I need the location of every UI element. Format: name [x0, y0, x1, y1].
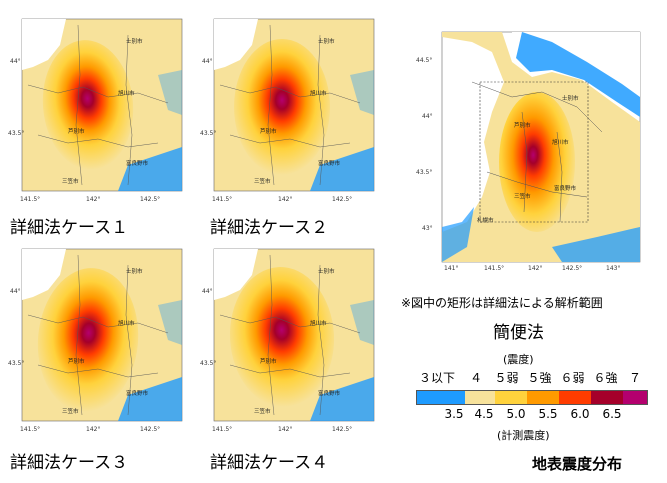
tick-lon-141: 141° [444, 265, 458, 272]
city-label: 旭川市 [552, 138, 569, 146]
colorbar-swatch [591, 391, 623, 404]
city-label: 旭川市 [310, 89, 327, 97]
city-label: 富良野市 [126, 389, 149, 397]
legend-value: 5.0 [506, 407, 526, 421]
legend-class: ４ [469, 371, 482, 385]
colorbar-swatch [559, 391, 591, 404]
tick-lon-141-5: 141.5° [484, 265, 504, 272]
legend-class: ６強 [593, 371, 618, 385]
city-label: 芦別市 [260, 357, 277, 365]
colorbar-swatch [527, 391, 559, 404]
legend-class: ３以下 [418, 371, 455, 385]
map-case-3: 44° 43.5° 141.5° 142° 142.5° 士別市旭川市富良野市 芦別市三笠市 [8, 245, 188, 435]
label-case-4: 詳細法ケース４ [210, 453, 329, 473]
tick-lat-43-5: 43.5° [416, 169, 432, 176]
colorbar-swatch [417, 391, 465, 404]
legend-value: 5.5 [538, 407, 558, 421]
tick-lat-44: 44° [422, 113, 433, 120]
legend-class: ６弱 [560, 371, 585, 385]
city-label: 士別市 [318, 37, 335, 45]
legend-value: 6.5 [602, 407, 622, 421]
legend-class: ７ [628, 371, 641, 385]
legend-value: 6.0 [570, 407, 590, 421]
label-case-2: 詳細法ケース２ [210, 218, 329, 238]
tick-lon-141-5: 141.5° [212, 426, 232, 433]
tick-lon-141-5: 141.5° [20, 426, 40, 433]
tick-lon-141-5: 141.5° [20, 196, 40, 203]
city-label: 士別市 [318, 267, 335, 275]
colorbar-swatch [465, 391, 495, 404]
tick-lat-44: 44° [202, 288, 213, 295]
city-label: 旭川市 [118, 319, 135, 327]
tick-lat-44: 44° [10, 58, 21, 65]
city-label: 旭川市 [310, 319, 327, 327]
city-label: 士別市 [126, 37, 143, 45]
legend-colorbar [416, 390, 648, 405]
city-label: 士別市 [562, 94, 579, 102]
note-detailed-range: ※図中の矩形は詳細法による解析範囲 [401, 296, 603, 310]
map-simple-method: 44.5° 44° 43.5° 43° 141° 141.5° 142° 142… [412, 22, 644, 272]
label-case-3: 詳細法ケース３ [10, 453, 129, 473]
tick-lon-142: 142° [86, 426, 100, 433]
tick-lon-142-5: 142.5° [332, 426, 352, 433]
map-simple-svg: 44.5° 44° 43.5° 43° 141° 141.5° 142° 142… [416, 31, 641, 272]
tick-lon-142-5: 142.5° [562, 265, 582, 272]
tick-lon-142: 142° [278, 196, 292, 203]
tick-lat-44: 44° [202, 58, 213, 65]
city-label: 芦別市 [514, 121, 531, 129]
tick-lat-43-5: 43.5° [8, 360, 24, 367]
city-label: 芦別市 [68, 127, 85, 135]
tick-lat-44-5: 44.5° [416, 57, 432, 64]
figure-title: 地表震度分布 [532, 455, 623, 473]
tick-lat-43-5: 43.5° [200, 360, 216, 367]
map-case-2: 44° 43.5° 141.5° 142° 142.5° 士別市旭川市富良野市 芦別市三笠市 [200, 15, 380, 205]
legend-class: ５強 [527, 371, 552, 385]
map-case-4: 44° 43.5° 141.5° 142° 142.5° 士別市旭川市富良野市 芦別市三笠市 [200, 245, 380, 435]
tick-lon-142-5: 142.5° [332, 196, 352, 203]
city-label: 富良野市 [554, 184, 577, 192]
city-label: 三笠市 [254, 177, 271, 185]
city-label: 三笠市 [62, 407, 79, 415]
label-case-1: 詳細法ケース１ [10, 218, 129, 238]
tick-lat-44: 44° [10, 288, 21, 295]
city-label: 三笠市 [62, 177, 79, 185]
tick-lon-143: 143° [606, 265, 620, 272]
city-label: 士別市 [126, 267, 143, 275]
city-label: 富良野市 [126, 159, 149, 167]
city-label: 芦別市 [260, 127, 277, 135]
legend-intensity-classes: ３以下 ４ ５弱 ５強 ６弱 ６強 ７ [412, 369, 648, 386]
colorbar-swatch [623, 391, 647, 404]
tick-lon-142: 142° [86, 196, 100, 203]
city-label: 富良野市 [318, 389, 341, 397]
city-label: 芦別市 [68, 357, 85, 365]
tick-lat-43-5: 43.5° [200, 130, 216, 137]
city-label: 旭川市 [118, 89, 135, 97]
map-case-1: 44° 43.5° 141.5° 142° 142.5° 士別市旭川市富良野市 芦別市三笠市 [8, 15, 188, 205]
legend-value: 4.5 [474, 407, 494, 421]
city-label: 富良野市 [318, 159, 341, 167]
city-label: 三笠市 [514, 192, 531, 200]
legend-value: 3.5 [444, 407, 464, 421]
title-simple-method: 簡便法 [493, 323, 544, 343]
legend-class: ５弱 [494, 371, 519, 385]
tick-lon-141-5: 141.5° [212, 196, 232, 203]
city-label: 札幌市 [477, 216, 494, 224]
city-label: 三笠市 [254, 407, 271, 415]
legend-caption-instrumental: (計測震度) [497, 429, 550, 442]
tick-lon-142: 142° [278, 426, 292, 433]
tick-lon-142-5: 142.5° [140, 426, 160, 433]
tick-lat-43-5: 43.5° [8, 130, 24, 137]
tick-lon-142: 142° [528, 265, 542, 272]
legend-instrumental-values: 3.5 4.5 5.0 5.5 6.0 6.5 [440, 407, 628, 421]
colorbar-swatch [495, 391, 527, 404]
tick-lat-43: 43° [422, 225, 433, 232]
tick-lon-142-5: 142.5° [140, 196, 160, 203]
legend-caption-intensity: (震度) [503, 353, 534, 366]
